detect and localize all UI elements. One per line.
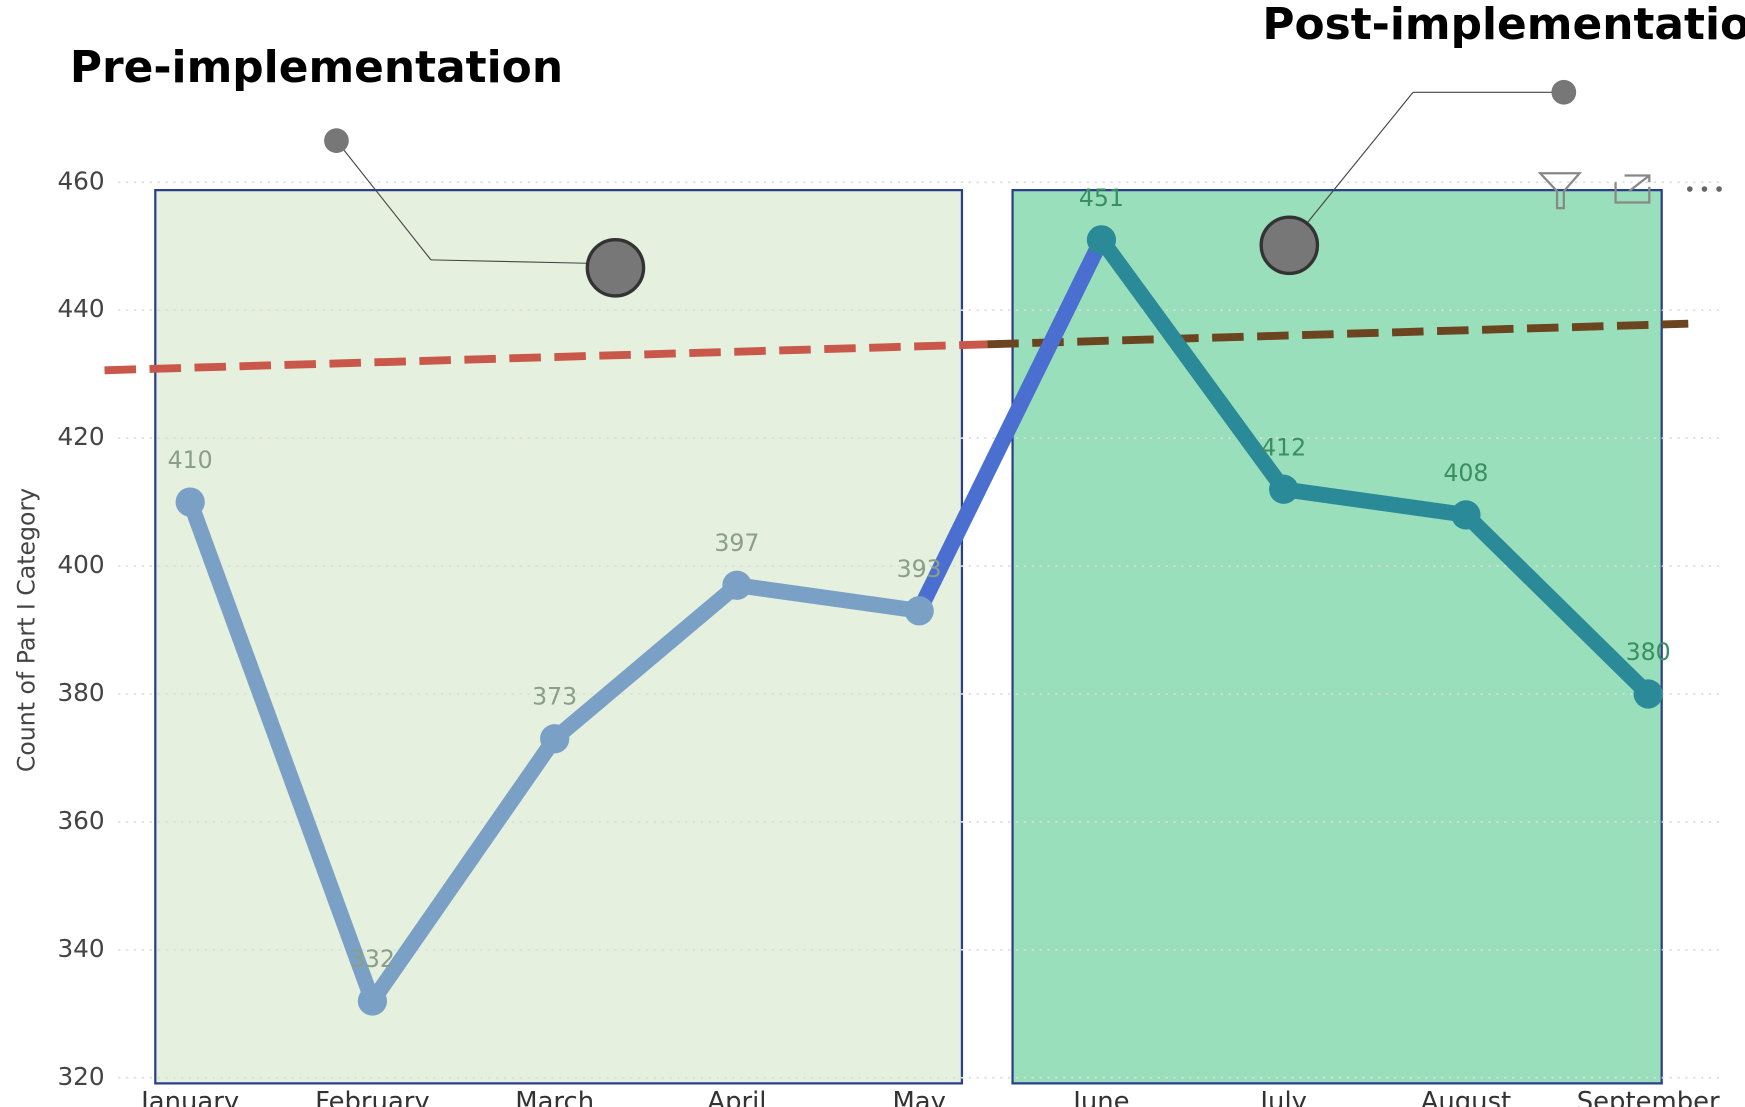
line-segment	[364, 730, 563, 1009]
y-tick-label: 320	[57, 1062, 104, 1091]
filter-icon[interactable]	[1537, 172, 1583, 210]
y-tick-label: 420	[57, 422, 104, 451]
callout-marker	[1259, 215, 1320, 276]
y-tick-label: 380	[57, 678, 104, 707]
dot	[1701, 186, 1708, 192]
data-point	[540, 724, 570, 754]
data-point	[1269, 474, 1299, 504]
data-label: 451	[1079, 184, 1124, 212]
data-label: 408	[1443, 459, 1488, 487]
callout-leader	[335, 140, 432, 261]
data-point	[1451, 500, 1481, 530]
annotation-label: Post-implementation	[1262, 0, 1745, 50]
line-segment	[729, 577, 928, 619]
period-band	[1011, 189, 1663, 1085]
x-tick-label: July	[1258, 1087, 1307, 1107]
x-tick-label: September	[1577, 1087, 1720, 1107]
more-options[interactable]	[1687, 186, 1722, 192]
data-point	[904, 596, 934, 626]
y-tick-label: 340	[57, 934, 104, 963]
trend-line	[104, 340, 988, 375]
data-label: 393	[897, 555, 942, 583]
y-tick-label: 360	[57, 806, 104, 835]
x-tick-label: February	[315, 1087, 430, 1107]
period-band	[154, 189, 964, 1085]
line-segment	[1458, 506, 1657, 702]
data-label: 410	[168, 446, 213, 474]
callout-dot	[324, 128, 349, 153]
data-label: 373	[532, 683, 577, 711]
x-tick-label: May	[892, 1087, 945, 1107]
line-segment	[546, 577, 745, 747]
callout-leader	[1306, 91, 1414, 224]
focus-icon[interactable]	[1614, 174, 1651, 204]
data-label: 380	[1626, 638, 1671, 666]
y-tick-label: 460	[57, 166, 104, 195]
data-point	[175, 487, 205, 517]
annotation-label: Pre-implementation	[70, 42, 563, 93]
x-tick-label: March	[515, 1087, 594, 1107]
data-point	[1086, 225, 1117, 255]
callout-marker	[585, 237, 646, 298]
callout-leader	[430, 259, 588, 264]
data-point	[1633, 679, 1663, 709]
line-segment	[182, 494, 381, 1009]
dot	[1687, 186, 1693, 192]
trend-line	[987, 319, 1689, 349]
callout-dot	[1551, 79, 1577, 105]
data-point	[722, 570, 752, 600]
dot	[1716, 186, 1722, 192]
x-tick-label: April	[707, 1087, 766, 1107]
data-point	[357, 986, 388, 1016]
x-tick-label: June	[1071, 1087, 1129, 1107]
x-tick-label: January	[139, 1087, 239, 1107]
y-tick-label: 400	[57, 550, 104, 579]
data-label: 397	[714, 529, 759, 557]
line-segment	[1275, 481, 1474, 523]
line-segment	[911, 231, 1110, 619]
data-label: 412	[1261, 433, 1306, 461]
y-tick-label: 440	[57, 294, 104, 323]
data-label: 332	[350, 945, 395, 973]
x-tick-label: August	[1421, 1087, 1512, 1107]
line-segment	[1093, 231, 1292, 498]
y-axis-label: Count of Part I Category	[13, 488, 41, 772]
